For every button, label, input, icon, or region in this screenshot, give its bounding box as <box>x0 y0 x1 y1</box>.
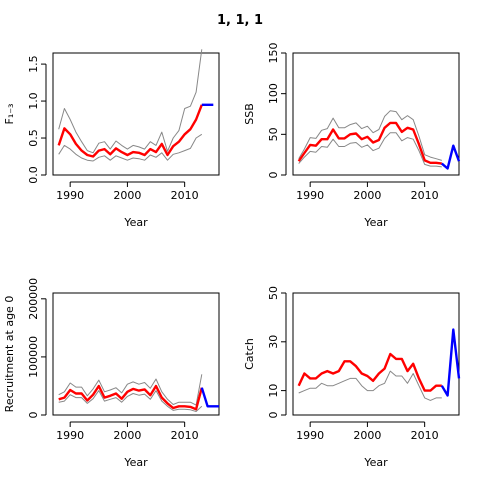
chart-panel-4: 1990 2000 2010 0 10 30 50 Year Catch <box>243 286 461 469</box>
y-axis-label: F₁₋₃ <box>3 104 16 125</box>
chart-panel-3: 1990 2000 2010 0 100000 200000 Year Recruitment… <box>3 278 220 469</box>
y-tick-label: 0.5 <box>27 129 40 147</box>
series-line-lower <box>298 132 442 168</box>
plot-frame <box>52 292 220 416</box>
y-tick-label: 100000 <box>27 336 40 378</box>
y-axis-label: Catch <box>243 338 256 370</box>
plot-frame <box>292 292 460 416</box>
chart-title: 1, 1, 1 <box>216 13 264 28</box>
chart-panel-2: 1990 2000 2010 0 50 100 150 Year SSB <box>243 43 461 229</box>
y-tick-label: 0 <box>267 412 280 419</box>
y-tick-label: 50 <box>267 286 280 300</box>
plot-frame <box>52 52 220 176</box>
x-tick-label: 1990 <box>296 429 324 442</box>
y-tick-label: 50 <box>267 127 280 141</box>
x-axis-label: Year <box>123 216 148 229</box>
x-tick-label: 2010 <box>171 429 199 442</box>
y-tick-label: 100 <box>267 83 280 104</box>
plot-frame <box>292 52 460 176</box>
series-line-lower <box>58 133 203 162</box>
y-tick-label: 0 <box>27 412 40 419</box>
series-line-upper <box>58 374 203 406</box>
series-line-lower <box>58 390 203 412</box>
series-line-median <box>297 121 442 165</box>
x-tick-label: 2010 <box>171 189 199 202</box>
y-tick-label: 150 <box>267 43 280 64</box>
y-axis-label: Recruitment at age 0 <box>3 296 16 413</box>
series-line-median <box>58 384 203 411</box>
x-axis-label: Year <box>363 456 388 469</box>
x-tick-label: 2010 <box>411 429 439 442</box>
y-tick-label: 10 <box>267 384 280 398</box>
series-line-median <box>297 352 442 392</box>
x-tick-label: 2000 <box>113 189 141 202</box>
x-tick-label: 1990 <box>56 189 84 202</box>
x-tick-label: 2000 <box>353 189 381 202</box>
y-axis-label: SSB <box>243 103 256 125</box>
x-tick-label: 2000 <box>113 429 141 442</box>
x-tick-label: 2010 <box>411 189 439 202</box>
series-line-projection <box>200 387 219 408</box>
y-tick-label: 0 <box>267 172 280 179</box>
y-tick-label: 200000 <box>27 278 40 320</box>
series-line-upper <box>58 49 203 154</box>
x-tick-label: 1990 <box>56 429 84 442</box>
x-tick-label: 1990 <box>296 189 324 202</box>
chart-panel-1: 1990 2000 2010 0.0 0.5 1.0 1.5 Year F₁₋₃ <box>3 49 220 229</box>
y-tick-label: 30 <box>267 335 280 349</box>
series-line-upper <box>298 110 442 161</box>
series-line-median <box>57 104 203 158</box>
series-line-projection <box>441 144 461 170</box>
x-tick-label: 2000 <box>353 429 381 442</box>
x-axis-label: Year <box>363 216 388 229</box>
series-line-projection <box>440 328 461 397</box>
series-line-lower <box>298 370 442 401</box>
x-axis-label: Year <box>123 456 148 469</box>
y-tick-label: 1.0 <box>27 92 40 110</box>
y-tick-label: 1.5 <box>27 55 40 73</box>
y-tick-label: 0.0 <box>27 166 40 184</box>
